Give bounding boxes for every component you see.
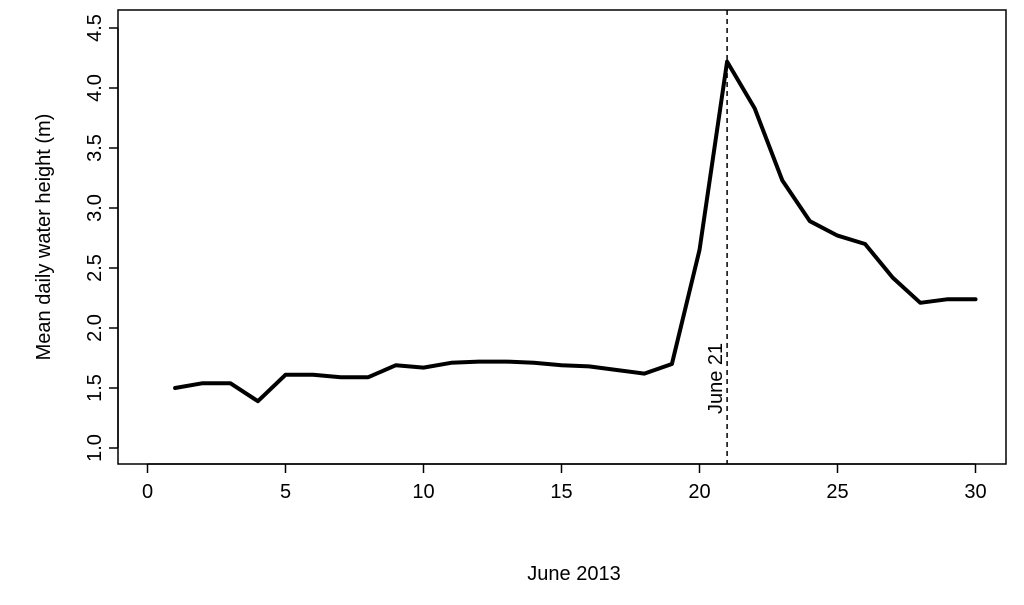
x-tick-label: 30 (964, 481, 986, 503)
x-axis: 0 5 10 15 20 25 30 (142, 463, 987, 503)
x-tick-label: 0 (142, 481, 153, 503)
x-tick-label: 10 (412, 481, 434, 503)
x-tick-label: 20 (688, 481, 710, 503)
y-tick-label: 1.0 (84, 434, 106, 462)
y-tick-label: 3.5 (84, 134, 106, 162)
x-axis-title: June 2013 (527, 563, 620, 585)
y-tick-label: 2.5 (84, 254, 106, 282)
x-tick-label: 15 (550, 481, 572, 503)
y-axis-title: Mean daily water height (m) (33, 114, 55, 361)
x-tick-label: 25 (826, 481, 848, 503)
series-line (173, 59, 978, 404)
y-axis: 1.0 1.5 2.0 2.5 3.0 3.5 4.0 4.5 (84, 14, 119, 462)
y-tick-label: 4.0 (84, 74, 106, 102)
annotation-label: June 21 (705, 343, 727, 414)
x-tick-label: 5 (280, 481, 291, 503)
annotations: June 21 (705, 10, 728, 464)
y-tick-label: 2.0 (84, 314, 106, 342)
y-tick-label: 3.0 (84, 194, 106, 222)
y-tick-label: 4.5 (84, 14, 106, 42)
y-tick-label: 1.5 (84, 374, 106, 402)
series (173, 59, 978, 404)
